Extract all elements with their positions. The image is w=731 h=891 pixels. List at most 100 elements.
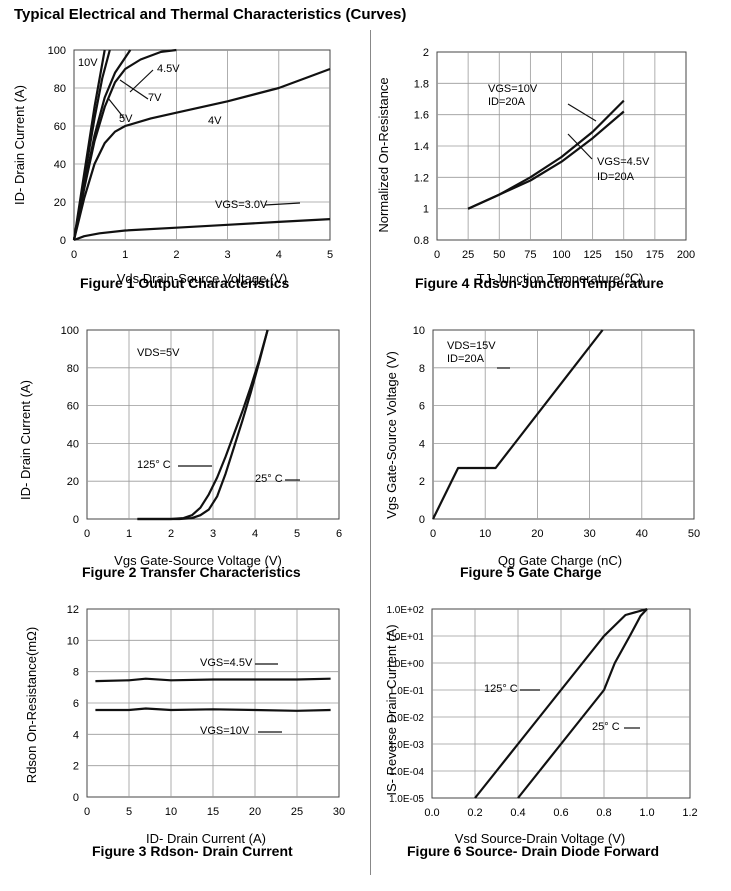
fig4-xtick-label: 50 [493,249,505,261]
fig3-xtick-label: 0 [84,806,90,818]
fig5-xtick-label: 20 [531,528,543,540]
fig1-annotation-pointer [119,79,149,100]
fig2-x-axis-label: Vgs Gate-Source Voltage (V) [114,553,282,568]
fig5-ytick-label: 8 [419,363,425,375]
fig1-annotation: 10V [78,57,98,69]
fig2-ytick-label: 40 [67,438,79,450]
fig1-y-axis-label: ID- Drain Current (A) [12,85,27,205]
fig1-series-line-3 [72,48,177,241]
fig5-series-line-0 [432,329,604,520]
fig1-ytick-label: 20 [54,197,66,209]
fig4-ytick-label: 1.8 [414,78,429,90]
fig4-annotation: ID=20A [597,171,635,183]
fig5-ytick-label: 10 [413,325,425,337]
fig3-annotation: VGS=10V [200,725,250,737]
fig1-annotation-pointer [264,202,301,206]
fig3-ytick-label: 2 [73,761,79,773]
fig4-ytick-label: 1.4 [414,141,429,153]
fig6-x-axis-label: Vsd Source-Drain Voltage (V) [455,831,626,846]
fig3-ytick-label: 4 [73,729,79,741]
fig6-series-line-0 [474,607,648,799]
fig6-ytick-label: 1.0E+02 [386,605,424,616]
fig6-ytick-label: 1.0E-03 [389,740,424,751]
fig2-xtick-label: 1 [126,528,132,540]
fig4-xtick-label: 75 [524,249,536,261]
fig5-xtick-label: 50 [688,528,700,540]
fig4-xtick-label: 175 [646,249,664,261]
fig6-ytick-label: 1.0E+00 [386,659,424,670]
fig5-ytick-label: 6 [419,401,425,413]
fig4-annotation: ID=20A [488,96,526,108]
fig3-series-line-1 [95,707,331,712]
fig4-ytick-label: 1 [423,204,429,216]
fig1-xtick-label: 1 [122,249,128,261]
fig6-xtick-label: 0.8 [596,807,611,819]
fig3-xtick-label: 5 [126,806,132,818]
fig5-annotation: ID=20A [447,353,485,365]
fig2-xtick-label: 0 [84,528,90,540]
fig1-ytick-label: 60 [54,121,66,133]
fig2-series-line-1 [137,329,269,521]
fig1-series-line-5 [73,218,331,242]
fig3-xtick-label: 15 [207,806,219,818]
fig4-ytick-label: 2 [423,47,429,59]
fig2-xtick-label: 3 [210,528,216,540]
fig5-ytick-label: 4 [419,438,425,450]
fig4-series-line-1 [467,110,625,210]
fig1-annotation-pointer [107,97,125,119]
fig3-y-axis-label: Rdson On-Resistance(mΩ) [24,627,39,783]
fig6-xtick-label: 1.0 [639,807,654,819]
fig4-xtick-label: 0 [434,249,440,261]
fig5-xtick-label: 0 [430,528,436,540]
fig1-xtick-label: 0 [71,249,77,261]
fig2-y-axis-label: ID- Drain Current (A) [18,380,33,500]
fig4-xtick-label: 100 [552,249,570,261]
fig5-plot-frame [432,329,695,520]
fig4-xtick-label: 200 [677,249,695,261]
fig4-x-axis-label: TJ-Junction Temperature(℃) [477,271,644,286]
fig1-ytick-label: 40 [54,159,66,171]
fig5-xtick-label: 10 [479,528,491,540]
fig4-annotation: VGS=4.5V [597,156,650,168]
fig1-annotation: 7V [148,92,162,104]
column-divider [370,30,371,875]
fig2-xtick-label: 2 [168,528,174,540]
fig2-ytick-label: 100 [61,325,79,337]
fig6-xtick-label: 0.6 [553,807,568,819]
fig3-ytick-label: 12 [67,604,79,616]
fig3-x-axis-label: ID- Drain Current (A) [146,831,266,846]
fig4-ytick-label: 1.6 [414,110,429,122]
fig3-xtick-label: 10 [165,806,177,818]
fig6-y-axis-label: IS- Reverse Drain Current (A) [384,624,399,795]
fig4-ytick-label: 0.8 [414,235,429,247]
fig5-xtick-label: 40 [636,528,648,540]
fig3-ytick-label: 8 [73,667,79,679]
fig3-series-line-0 [95,677,331,683]
fig2-xtick-label: 5 [294,528,300,540]
fig1-x-axis-label: Vds Drain-Source Voltage (V) [117,271,288,286]
fig1-annotation: VGS=3.0V [215,199,268,211]
fig3-ytick-label: 6 [73,698,79,710]
fig2-ytick-label: 20 [67,476,79,488]
fig3-xtick-label: 20 [249,806,261,818]
fig4-annotation: VGS=10V [488,83,538,95]
fig1-ytick-label: 80 [54,83,66,95]
fig1-series-line-4 [72,67,331,241]
fig6-annotation: 25° C [592,721,620,733]
fig2-annotation: 125° C [137,459,171,471]
fig4-annotation-pointer [567,103,597,122]
fig1-xtick-label: 4 [276,249,282,261]
fig3-xtick-label: 25 [291,806,303,818]
fig5-y-axis-label: Vgs Gate-Source Voltage (V) [384,351,399,519]
fig1-annotation: 4.5V [157,63,180,75]
fig6-series-line-1 [517,608,648,799]
fig6-ytick-label: 1.0E-02 [389,713,424,724]
fig6-ytick-label: 1.0E-01 [389,686,424,697]
fig1-ytick-label: 0 [60,235,66,247]
fig1-ytick-label: 100 [48,45,66,57]
fig4-xtick-label: 25 [462,249,474,261]
fig1-xtick-label: 3 [225,249,231,261]
fig2-annotation: 25° C [255,473,283,485]
fig4-xtick-label: 125 [583,249,601,261]
